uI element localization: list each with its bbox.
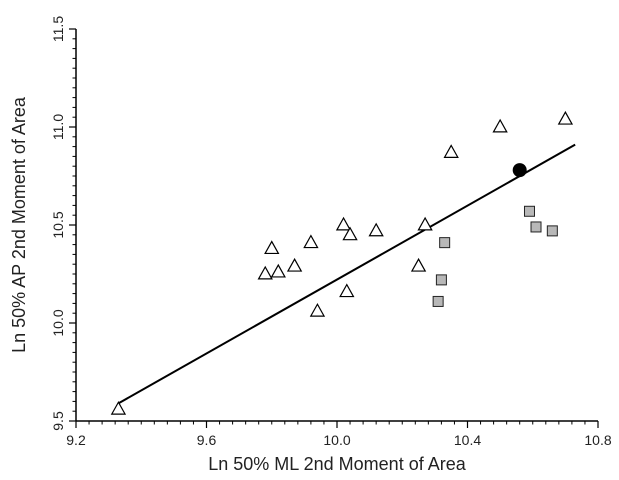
triangle-point <box>410 257 427 272</box>
triangle-point <box>368 222 384 237</box>
triangle-point <box>309 303 326 317</box>
triangle-point <box>417 216 433 231</box>
y-tick-label: 10.5 <box>50 211 66 238</box>
regression-line-group <box>117 143 576 405</box>
triangle-point <box>342 226 358 241</box>
y-tick-label: 11.5 <box>50 16 66 42</box>
triangle-point <box>303 234 319 249</box>
triangle-point <box>257 265 273 280</box>
triangle-point <box>492 118 508 133</box>
triangle-point <box>264 240 280 255</box>
x-tick-label: 9.6 <box>197 432 217 448</box>
x-tick-label: 10.4 <box>454 432 481 448</box>
square-point <box>523 205 535 217</box>
square-point <box>435 274 447 286</box>
x-tick-label: 10.8 <box>584 432 611 448</box>
axes <box>75 29 598 422</box>
triangle-point <box>110 401 127 415</box>
square-point <box>432 295 444 307</box>
triangle-point <box>335 216 352 231</box>
square-point <box>546 225 558 237</box>
y-tick-label: 9.5 <box>50 411 66 431</box>
triangle-point <box>339 283 355 298</box>
regression-line <box>117 143 576 405</box>
x-tick-label: 10.0 <box>323 432 350 448</box>
y-axis-title: Ln 50% AP 2nd Moment of Area <box>9 96 29 353</box>
data-points <box>110 110 574 415</box>
triangle-point <box>270 263 286 278</box>
triangle-point <box>443 144 459 158</box>
triangle-point <box>286 257 303 272</box>
highlight-point <box>512 163 527 178</box>
y-tick-label: 11.0 <box>50 114 66 140</box>
x-tick-label: 9.2 <box>66 432 86 448</box>
square-point <box>439 237 451 249</box>
ticks: 9.2 9.6 10.0 10.4 10.8 9.5 10.0 10.5 11.0 11.5 <box>50 16 612 448</box>
x-axis-title: Ln 50% ML 2nd Moment of Area <box>208 454 466 474</box>
y-tick-label: 10.0 <box>50 309 66 336</box>
square-point <box>530 221 542 233</box>
triangle-point <box>557 110 574 125</box>
